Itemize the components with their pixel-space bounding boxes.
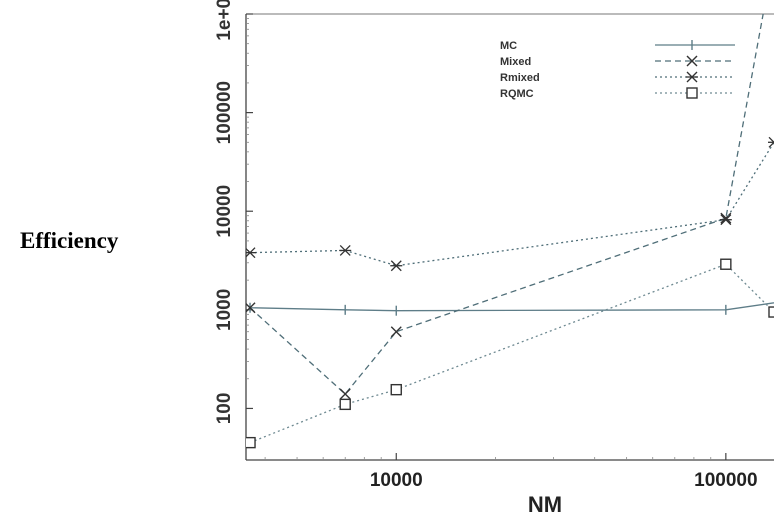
data-point bbox=[390, 260, 403, 272]
y-tick-label: 1e+06 bbox=[214, 0, 235, 41]
series-rqmc bbox=[246, 258, 774, 449]
x-axis-title: NM bbox=[528, 492, 562, 517]
y-tick-label: 1000 bbox=[214, 289, 235, 331]
axes: 100 1000 10000 100000 1e+06 10000 100000 bbox=[214, 0, 774, 491]
x-tick-label: 10000 bbox=[370, 470, 423, 491]
y-tick-label: 100000 bbox=[214, 81, 235, 144]
data-point bbox=[768, 306, 774, 318]
data-point bbox=[339, 388, 351, 400]
data-point bbox=[390, 326, 402, 338]
data-point bbox=[339, 245, 352, 256]
series-mixed bbox=[246, 14, 764, 400]
legend: MC Mixed Rmixed RQMC bbox=[500, 40, 735, 100]
data-point bbox=[246, 247, 257, 259]
legend-marker bbox=[686, 71, 698, 83]
legend-marker bbox=[686, 87, 698, 99]
data-point bbox=[720, 212, 732, 224]
legend-label: Mixed bbox=[500, 56, 531, 68]
series-rmixed bbox=[246, 136, 774, 272]
x-tick-label: 100000 bbox=[694, 470, 757, 491]
y-tick-label: 100 bbox=[214, 393, 235, 425]
data-point bbox=[390, 383, 402, 396]
series-line bbox=[249, 14, 764, 395]
data-point bbox=[768, 136, 774, 148]
series-layer bbox=[246, 14, 774, 449]
data-point bbox=[246, 302, 256, 314]
data-point bbox=[720, 258, 732, 270]
series-line bbox=[249, 263, 774, 444]
data-point bbox=[339, 398, 351, 411]
legend-label: RQMC bbox=[500, 88, 534, 100]
y-tick-label: 10000 bbox=[214, 185, 235, 238]
data-point bbox=[246, 436, 256, 449]
y-axis-title: Efficiency bbox=[20, 228, 119, 253]
legend-marker bbox=[686, 55, 698, 67]
legend-label: MC bbox=[500, 40, 517, 52]
data-point bbox=[719, 214, 732, 226]
series-mc bbox=[249, 302, 774, 316]
series-line bbox=[250, 141, 774, 267]
series-line bbox=[250, 302, 774, 312]
legend-label: Rmixed bbox=[500, 72, 540, 84]
